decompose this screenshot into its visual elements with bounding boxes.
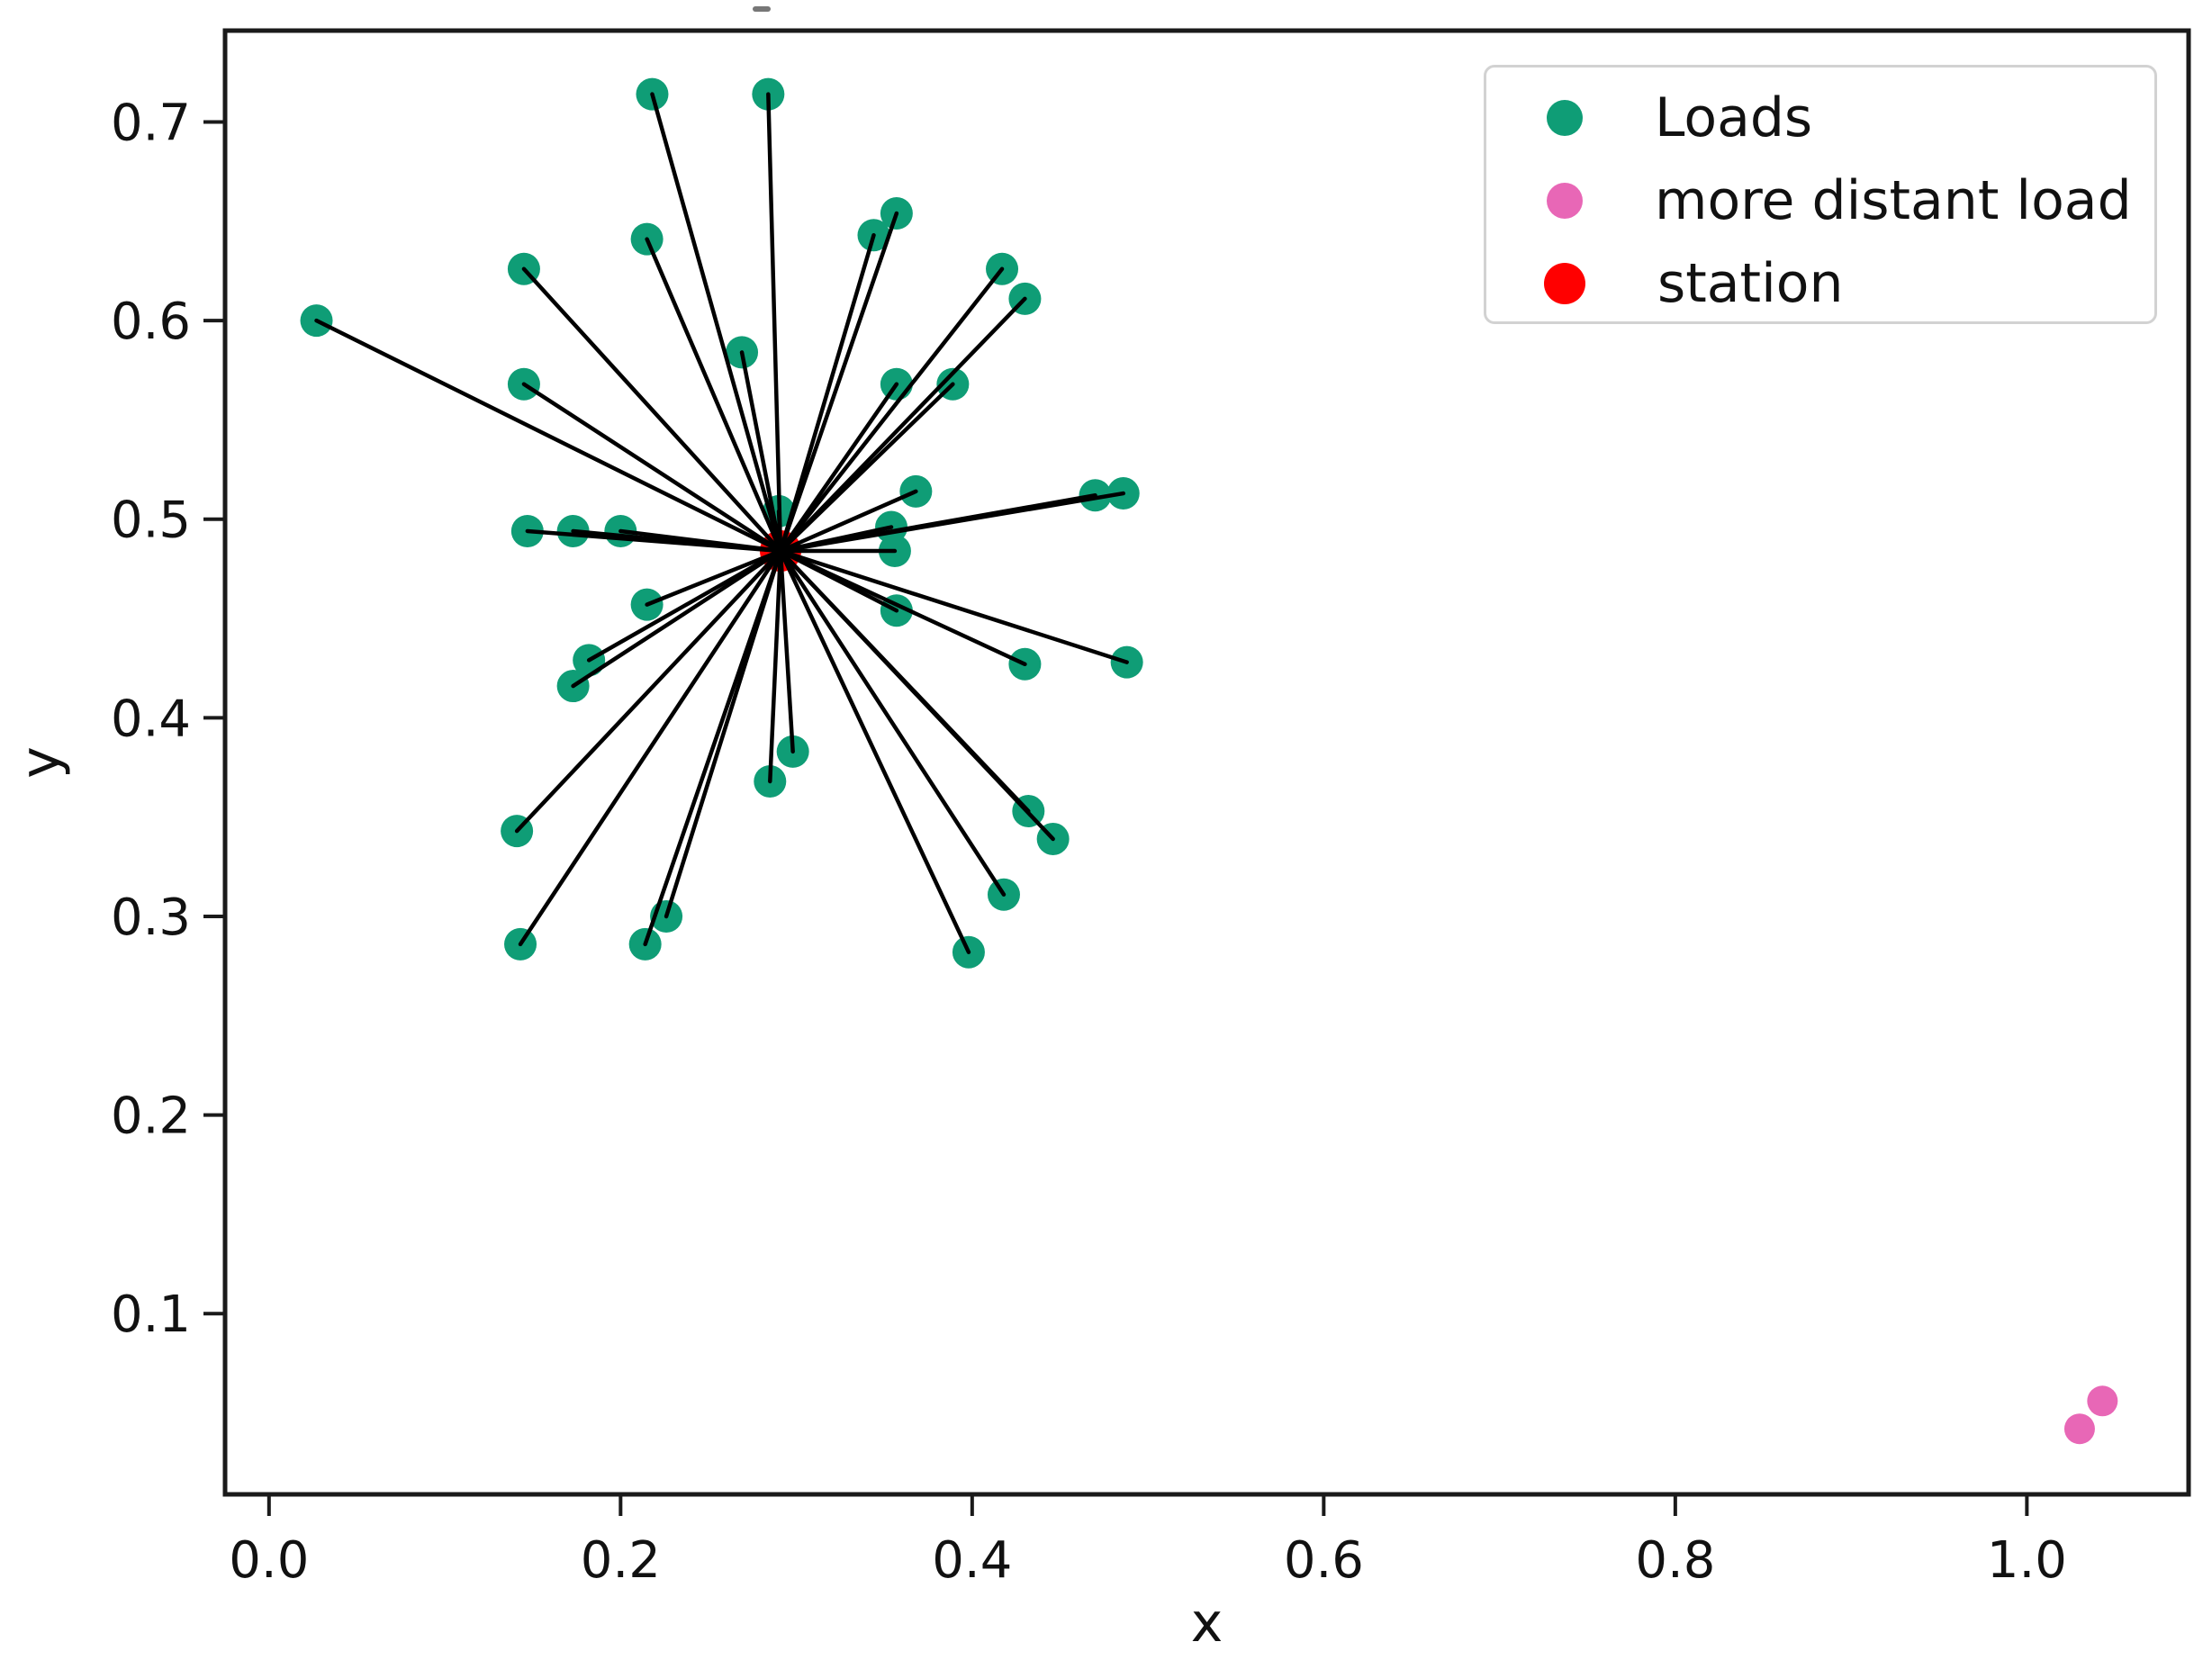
legend-label-loads: Loads <box>1655 86 1813 149</box>
y-tick-label: 0.4 <box>111 690 191 748</box>
x-tick-label: 1.0 <box>1987 1531 2067 1590</box>
station-load-edge <box>778 266 1005 554</box>
station-load-edge <box>778 211 899 554</box>
station-load-edge <box>521 266 783 554</box>
station-load-edge <box>778 491 1126 554</box>
y-axis-label: y <box>9 746 72 779</box>
distant-load-point <box>2063 1413 2095 1445</box>
station-load-edge <box>664 548 783 919</box>
station-load-edge <box>778 548 971 954</box>
distant-load-point <box>2087 1385 2118 1417</box>
x-tick-label: 0.2 <box>581 1531 661 1590</box>
station-load-edge <box>739 350 783 554</box>
station-load-edge <box>778 232 876 554</box>
station-load-edge <box>778 548 1007 897</box>
station-load-edge <box>314 318 783 554</box>
station-load-edge <box>645 548 783 607</box>
station-load-edge <box>776 509 783 554</box>
station-load-edge <box>778 382 899 554</box>
x-axis-label: x <box>1190 1592 1223 1655</box>
station-load-edge <box>645 237 783 554</box>
station-marker-icon <box>1544 263 1585 304</box>
station-load-edge <box>571 548 783 689</box>
x-tick-label: 0.8 <box>1635 1531 1715 1590</box>
station-load-edge <box>521 382 783 554</box>
station-load-edge <box>778 548 1129 664</box>
legend-label-station: station <box>1657 252 1844 315</box>
legend: Loads more distant load station <box>1484 65 2157 324</box>
stray-artifact-mark <box>753 6 771 12</box>
station-load-edge <box>514 548 783 834</box>
more-distant-load-marker-icon <box>1547 183 1583 219</box>
y-tick-label: 0.1 <box>111 1286 191 1344</box>
station-load-edge <box>650 92 783 554</box>
legend-label-more-distant-load: more distant load <box>1655 169 2132 232</box>
y-tick-label: 0.2 <box>111 1087 191 1146</box>
y-tick-label: 0.5 <box>111 492 191 550</box>
x-tick-label: 0.0 <box>229 1531 309 1590</box>
station-load-edge <box>586 548 783 663</box>
legend-item-more-distant-load: more distant load <box>1486 159 2154 242</box>
station-load-edge <box>778 548 1055 842</box>
legend-item-station: station <box>1486 242 2154 325</box>
y-tick-label: 0.6 <box>111 293 191 351</box>
y-tick-label: 0.7 <box>111 94 191 152</box>
station-load-edge <box>518 548 783 947</box>
legend-item-loads: Loads <box>1486 77 2154 159</box>
x-tick-label: 0.6 <box>1284 1531 1364 1590</box>
station-load-edge <box>778 548 795 754</box>
x-tick-label: 0.4 <box>932 1531 1012 1590</box>
station-load-edge <box>618 528 783 554</box>
station-load-edge <box>768 548 783 784</box>
station-load-edge <box>778 548 1027 667</box>
y-tick-label: 0.3 <box>111 889 191 947</box>
station-load-edge <box>778 489 918 554</box>
station-load-edge <box>766 92 783 554</box>
loads-marker-icon <box>1547 100 1583 136</box>
station-load-edge <box>778 382 955 554</box>
